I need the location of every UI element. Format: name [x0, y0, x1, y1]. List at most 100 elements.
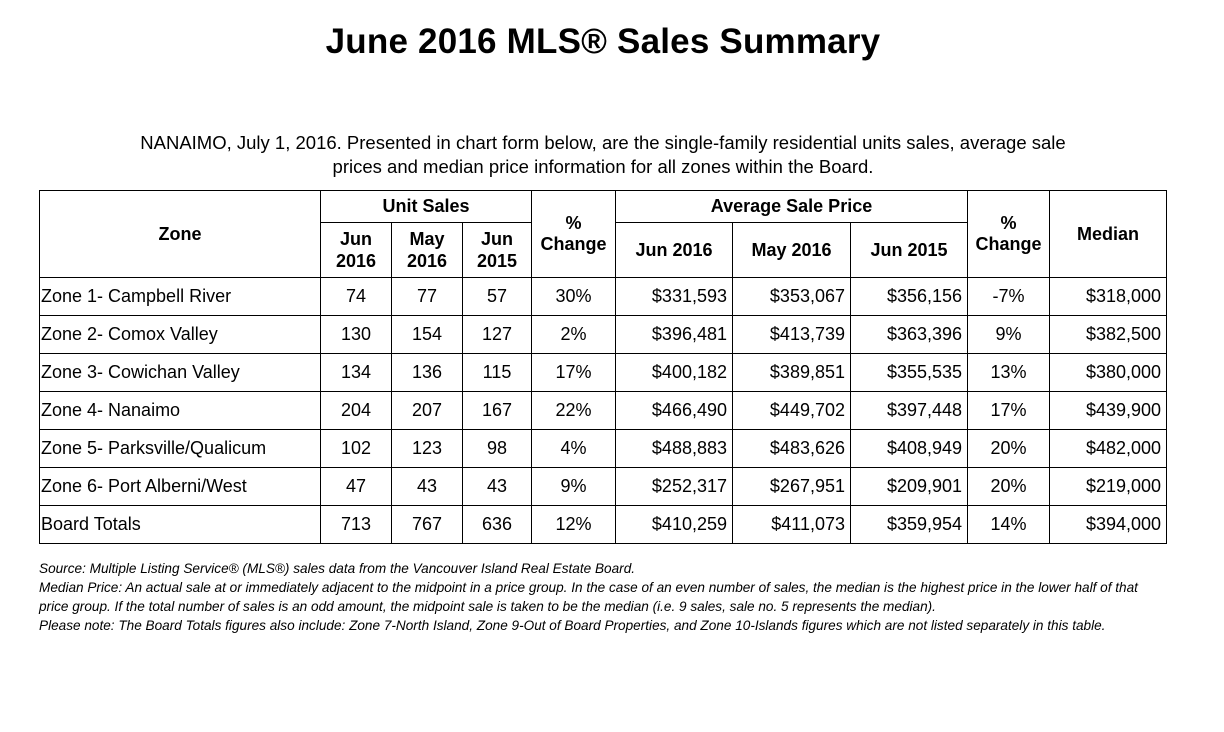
price-col-header-may-2016: May 2016	[732, 222, 851, 278]
units-jun-2015-cell: 636	[462, 505, 532, 544]
avg-sale-price-header: Average Sale Price	[614, 190, 969, 223]
price-pct-change-cell: 9%	[967, 315, 1051, 354]
intro-line-1: NANAIMO, July 1, 2016. Presented in char…	[140, 132, 1066, 153]
median-cell: $380,000	[1049, 353, 1168, 392]
price-pct-change-cell: 14%	[967, 505, 1051, 544]
price-pct-change-cell: 20%	[967, 429, 1051, 468]
units-jun-2016-cell: 130	[320, 315, 392, 354]
median-header: Median	[1049, 190, 1168, 278]
intro-line-2: prices and median price information for …	[332, 156, 874, 177]
year-label: 2016	[335, 251, 377, 271]
price-pct-change-cell: -7%	[967, 277, 1051, 316]
price-jun-2016-cell: $488,883	[615, 429, 733, 468]
unit-sales-header: Unit Sales	[320, 190, 532, 223]
units-jun-2016-cell: 102	[320, 429, 392, 468]
units-pct-change-cell: 9%	[531, 467, 616, 506]
units-jun-2016-cell: 713	[320, 505, 392, 544]
month-label: May	[409, 229, 445, 249]
table-row-board-totals: Board Totals 713 767 636 12% $410,259 $4…	[39, 505, 1168, 544]
median-cell: $394,000	[1049, 505, 1168, 544]
zone-header: Zone	[39, 190, 321, 278]
units-may-2016-cell: 77	[391, 277, 463, 316]
price-jun-2016-cell: $331,593	[615, 277, 733, 316]
units-jun-2015-cell: 115	[462, 353, 532, 392]
price-jun-2015-cell: $209,901	[849, 467, 969, 506]
table-row: Zone 3- Cowichan Valley 134 136 115 17% …	[39, 353, 1168, 392]
units-pct-change-cell: 30%	[531, 277, 616, 316]
units-pct-change-cell: 4%	[531, 429, 616, 468]
table-row: Zone 1- Campbell River 74 77 57 30% $331…	[39, 277, 1168, 316]
price-jun-2016-cell: $466,490	[615, 391, 733, 430]
units-jun-2015-cell: 127	[462, 315, 532, 354]
units-jun-2016-cell: 74	[320, 277, 392, 316]
table-row: Zone 4- Nanaimo 204 207 167 22% $466,490…	[39, 391, 1168, 430]
units-may-2016-cell: 767	[391, 505, 463, 544]
price-may-2016-cell: $267,951	[732, 467, 851, 506]
unit-col-header-jun-2015: Jun 2015	[462, 222, 532, 278]
median-cell: $382,500	[1049, 315, 1168, 354]
year-label: 2015	[476, 251, 518, 271]
units-jun-2016-cell: 134	[320, 353, 392, 392]
zone-cell: Zone 3- Cowichan Valley	[39, 353, 321, 392]
units-may-2016-cell: 123	[391, 429, 463, 468]
price-may-2016-cell: $389,851	[732, 353, 851, 392]
units-jun-2015-cell: 167	[462, 391, 532, 430]
price-col-header-jun-2015: Jun 2015	[849, 222, 969, 278]
units-may-2016-cell: 43	[391, 467, 463, 506]
price-pct-change-cell: 13%	[967, 353, 1051, 392]
month-label: Jun	[339, 229, 372, 249]
price-pct-change-cell: 17%	[967, 391, 1051, 430]
pct-change-header-2: % Change	[967, 190, 1051, 278]
zone-cell: Zone 5- Parksville/Qualicum	[39, 429, 321, 468]
units-jun-2015-cell: 43	[462, 467, 532, 506]
units-jun-2016-cell: 47	[320, 467, 392, 506]
pct-change-symbol: %	[1000, 213, 1017, 233]
price-may-2016-cell: $449,702	[732, 391, 851, 430]
units-jun-2016-cell: 204	[320, 391, 392, 430]
units-pct-change-cell: 17%	[531, 353, 616, 392]
price-jun-2015-cell: $356,156	[849, 277, 969, 316]
units-jun-2015-cell: 57	[462, 277, 532, 316]
pct-change-header-1: % Change	[531, 190, 616, 278]
price-jun-2016-cell: $396,481	[615, 315, 733, 354]
footnotes: Source: Multiple Listing Service® (MLS®)…	[39, 559, 1169, 635]
units-pct-change-cell: 22%	[531, 391, 616, 430]
price-jun-2015-cell: $408,949	[849, 429, 969, 468]
table-row: Zone 6- Port Alberni/West 47 43 43 9% $2…	[39, 467, 1168, 506]
price-jun-2015-cell: $359,954	[849, 505, 969, 544]
price-jun-2015-cell: $355,535	[849, 353, 969, 392]
unit-col-header-jun-2016: Jun 2016	[320, 222, 392, 278]
price-jun-2016-cell: $252,317	[615, 467, 733, 506]
median-cell: $439,900	[1049, 391, 1168, 430]
sales-summary-table: Zone Unit Sales % Change Average Sale Pr…	[39, 190, 1168, 544]
units-may-2016-cell: 154	[391, 315, 463, 354]
price-jun-2015-cell: $397,448	[849, 391, 969, 430]
source-note: Source: Multiple Listing Service® (MLS®)…	[39, 561, 636, 576]
price-jun-2016-cell: $400,182	[615, 353, 733, 392]
zone-cell: Board Totals	[39, 505, 321, 544]
zone-cell: Zone 2- Comox Valley	[39, 315, 321, 354]
price-may-2016-cell: $353,067	[732, 277, 851, 316]
units-pct-change-cell: 2%	[531, 315, 616, 354]
median-cell: $219,000	[1049, 467, 1168, 506]
page-title: June 2016 MLS® Sales Summary	[325, 22, 881, 61]
price-may-2016-cell: $411,073	[732, 505, 851, 544]
price-col-header-jun-2016: Jun 2016	[615, 222, 733, 278]
pct-change-word: Change	[975, 234, 1042, 254]
median-note: Median Price: An actual sale at or immed…	[39, 580, 1138, 614]
header-row-2: Jun 2016 May 2016 Jun 2015 Jun 2016 May …	[40, 222, 1167, 278]
price-may-2016-cell: $483,626	[732, 429, 851, 468]
zone-cell: Zone 6- Port Alberni/West	[39, 467, 321, 506]
median-cell: $482,000	[1049, 429, 1168, 468]
intro-paragraph: NANAIMO, July 1, 2016. Presented in char…	[40, 131, 1166, 179]
pct-change-symbol: %	[565, 213, 582, 233]
price-pct-change-cell: 20%	[967, 467, 1051, 506]
unit-col-header-may-2016: May 2016	[391, 222, 463, 278]
zone-cell: Zone 4- Nanaimo	[39, 391, 321, 430]
units-may-2016-cell: 136	[391, 353, 463, 392]
board-totals-note: Please note: The Board Totals figures al…	[39, 618, 1106, 633]
year-label: 2016	[406, 251, 448, 271]
median-cell: $318,000	[1049, 277, 1168, 316]
table-row: Zone 5- Parksville/Qualicum 102 123 98 4…	[39, 429, 1168, 468]
month-label: Jun	[480, 229, 513, 249]
